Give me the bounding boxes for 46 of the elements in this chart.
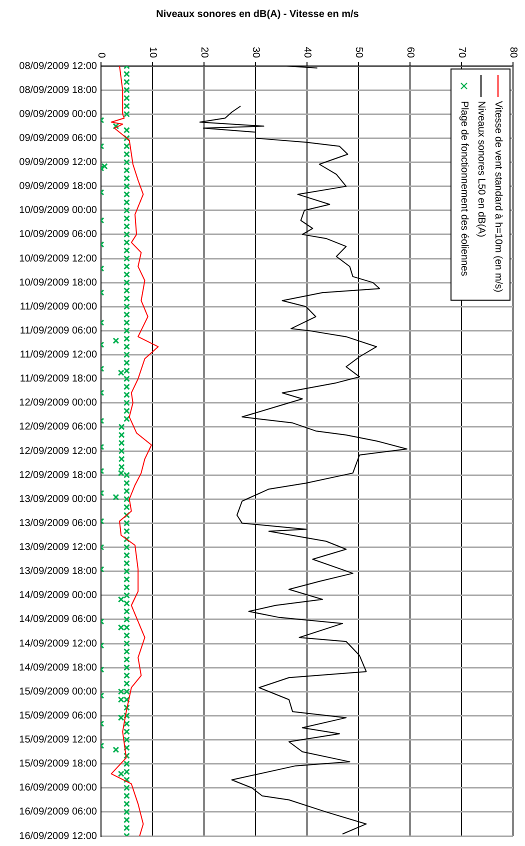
x-tick-label: 10 [146,46,158,58]
y-tick-label: 13/09/2009 18:00 [19,566,98,578]
y-tick-label: 12/09/2009 06:00 [19,422,98,433]
y-tick-label: 10/09/2009 18:00 [19,277,98,288]
y-tick-label: 16/09/2009 06:00 [19,806,98,818]
x-tick-label: 50 [352,46,364,58]
y-tick-label: 12/09/2009 18:00 [19,470,98,481]
x-tick-label: 60 [404,46,416,58]
y-tick-label: 13/09/2009 00:00 [19,494,98,505]
y-tick-label: 13/09/2009 12:00 [19,542,98,553]
y-tick-label: 09/09/2009 06:00 [19,132,98,144]
y-tick-label: 11/09/2009 18:00 [20,374,98,385]
x-tick-label: 30 [250,46,261,58]
y-tick-label: 13/09/2009 06:00 [19,518,98,529]
y-tick-label: 09/09/2009 12:00 [19,157,98,168]
chart-title: Niveaux sonores en dB(A) - Vitesse en m/s [156,8,360,20]
y-tick-label: 14/09/2009 18:00 [19,662,98,674]
y-tick-label: 16/09/2009 00:00 [19,782,98,794]
y-tick-label: 15/09/2009 06:00 [19,710,98,722]
y-tick-label: 11/09/2009 06:00 [20,325,98,336]
legend-label: Niveaux sonores L50 en dB(A) [475,101,486,238]
legend-label: Vitesse de vent standard à h=10m (en m/s) [492,101,504,292]
y-tick-label: 09/09/2009 18:00 [19,181,98,192]
x-tick-label: 70 [456,46,467,58]
y-tick-label: 15/09/2009 18:00 [19,758,98,770]
y-tick-label: 12/09/2009 00:00 [19,398,98,409]
y-tick-label: 14/09/2009 06:00 [19,614,98,626]
x-tick-label: 40 [301,46,312,58]
y-tick-label: 14/09/2009 00:00 [19,590,98,602]
y-tick-label: 08/09/2009 12:00 [19,60,98,72]
x-tick-label: 80 [507,46,518,58]
y-tick-label: 15/09/2009 00:00 [19,686,98,698]
y-tick-label: 10/09/2009 12:00 [19,253,98,264]
y-tick-label: 10/09/2009 06:00 [19,229,98,240]
x-tick-label: 0 [95,52,106,58]
legend-label: Plage de fonctionnement des éoliennes [458,101,470,276]
y-tick-label: 09/09/2009 00:00 [19,108,98,120]
y-tick-label: 16/09/2009 12:00 [19,830,98,842]
y-tick-label: 10/09/2009 00:00 [19,205,98,216]
y-tick-label: 08/09/2009 18:00 [19,84,98,96]
y-tick-label: 14/09/2009 12:00 [19,638,98,650]
y-tick-label: 12/09/2009 12:00 [19,446,98,457]
y-tick-label: 11/09/2009 12:00 [20,350,98,360]
y-tick-label: 15/09/2009 12:00 [19,734,98,746]
y-tick-label: 11/09/2009 00:00 [20,301,98,312]
x-tick-label: 20 [198,46,210,58]
